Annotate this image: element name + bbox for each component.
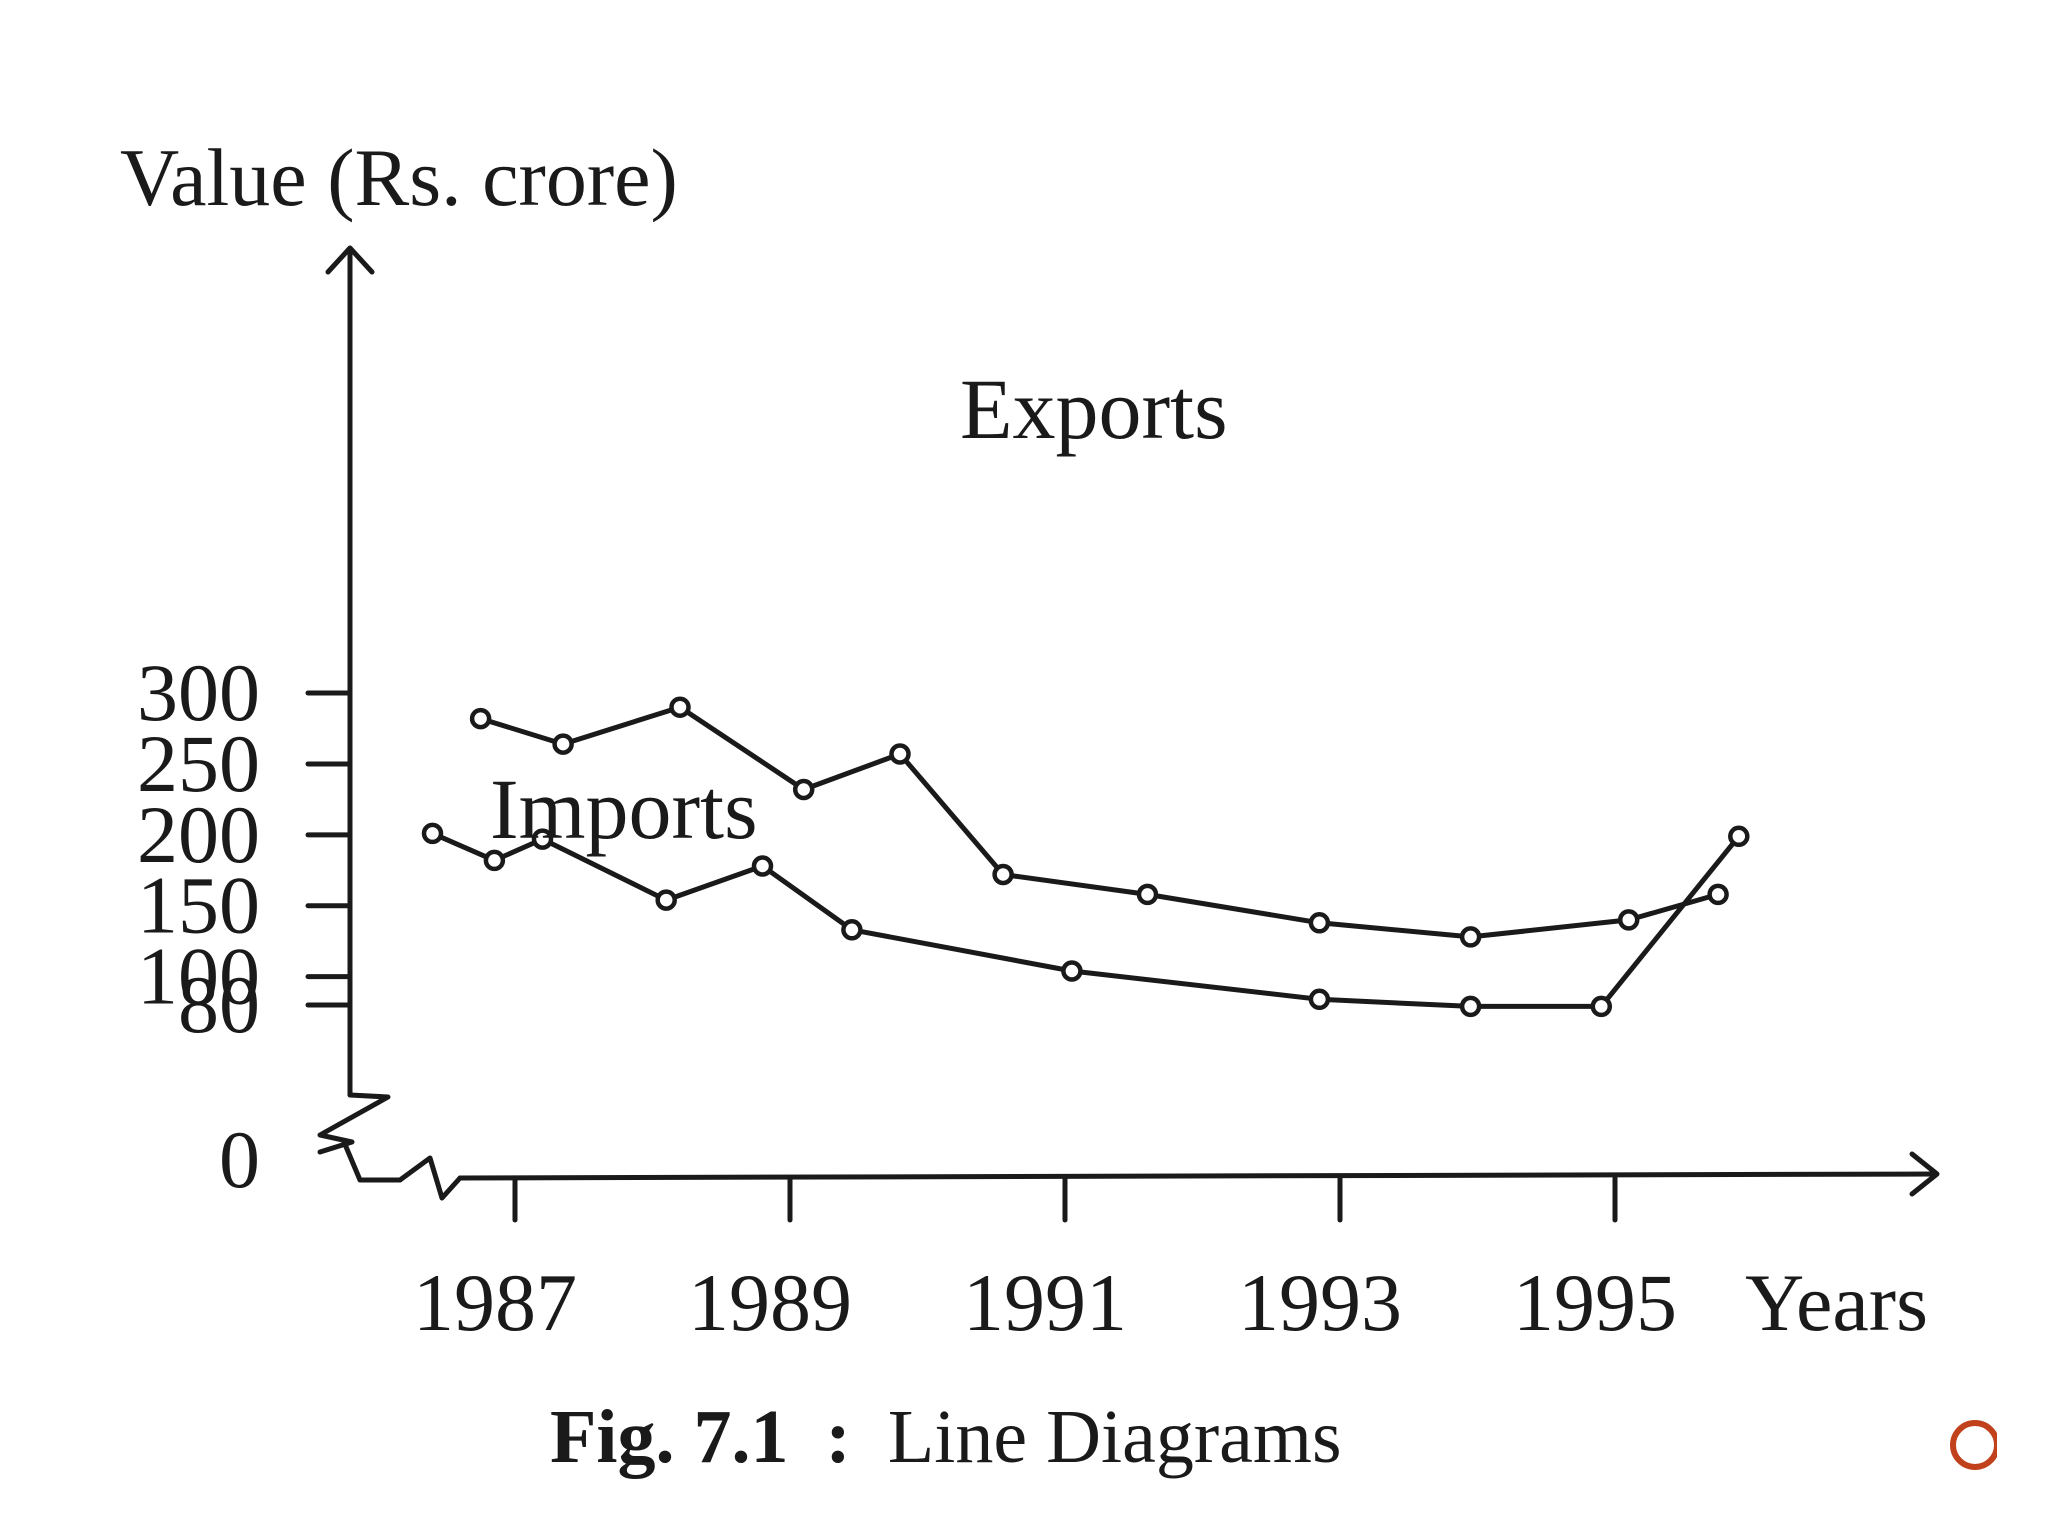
- data-point-exports: [552, 733, 574, 755]
- data-point-imports: [751, 855, 774, 877]
- y-tick-label: 200: [137, 789, 260, 880]
- series-label-imports: Imports: [490, 761, 758, 857]
- series-layer: [421, 696, 1750, 1018]
- figure-caption-text: Line Diagrams: [888, 1395, 1342, 1479]
- x-axis-ticks: 1987 1989 1991 1993 1995: [413, 1175, 1677, 1348]
- x-tick-label: 1991: [963, 1257, 1127, 1348]
- data-point-exports: [1308, 912, 1331, 934]
- series-label-exports: Exports: [960, 361, 1228, 457]
- y-tick-label: 0: [219, 1114, 260, 1205]
- y-axis-arrow: [325, 245, 375, 275]
- x-axis-arrow: [1909, 1151, 1940, 1197]
- x-tick-label: 1995: [1513, 1257, 1677, 1348]
- data-point-imports: [1728, 825, 1750, 848]
- data-point-imports: [841, 919, 863, 941]
- figure-number: Fig. 7.1: [550, 1395, 789, 1479]
- axis-corner: [341, 1139, 403, 1183]
- data-point-imports: [1061, 960, 1083, 982]
- y-tick-label: 100: [137, 931, 260, 1022]
- data-point-exports: [1459, 926, 1482, 948]
- axes: [317, 245, 1940, 1201]
- x-tick-label: 1993: [1238, 1257, 1402, 1348]
- data-point-imports: [421, 822, 444, 845]
- data-point-imports: [1459, 995, 1482, 1018]
- data-point-imports: [531, 828, 554, 850]
- data-point-exports: [669, 696, 691, 718]
- data-point-exports: [792, 778, 815, 801]
- x-axis-break: [397, 1155, 463, 1201]
- data-point-imports: [655, 889, 677, 911]
- y-tick-label: 80: [178, 959, 260, 1050]
- y-tick-label: 250: [137, 718, 260, 809]
- data-point-imports: [1308, 988, 1331, 1011]
- data-point-exports: [1617, 909, 1640, 931]
- data-point-exports: [1136, 883, 1159, 906]
- x-tick-label: 1987: [413, 1257, 577, 1348]
- y-axis-break: [317, 1092, 391, 1155]
- data-point-exports: [889, 743, 911, 765]
- data-point-exports: [992, 863, 1014, 886]
- data-point-exports: [1707, 883, 1729, 906]
- data-point-imports: [483, 849, 506, 872]
- data-point-exports: [469, 707, 492, 730]
- figure-separator: :: [826, 1395, 851, 1479]
- series-line-imports: [430, 830, 1742, 1009]
- y-axis-title: Value (Rs. crore): [120, 132, 678, 223]
- x-axis-line: [457, 1171, 1938, 1181]
- corner-logo: [1950, 1400, 2048, 1495]
- figure-caption: Fig. 7.1 : Line Diagrams: [550, 1395, 1342, 1479]
- y-tick-label: 300: [137, 647, 260, 738]
- data-point-imports: [1590, 995, 1613, 1018]
- x-tick-label: 1989: [688, 1257, 852, 1348]
- x-axis-title: Years: [1745, 1257, 1928, 1348]
- y-tick-label: 150: [137, 860, 260, 951]
